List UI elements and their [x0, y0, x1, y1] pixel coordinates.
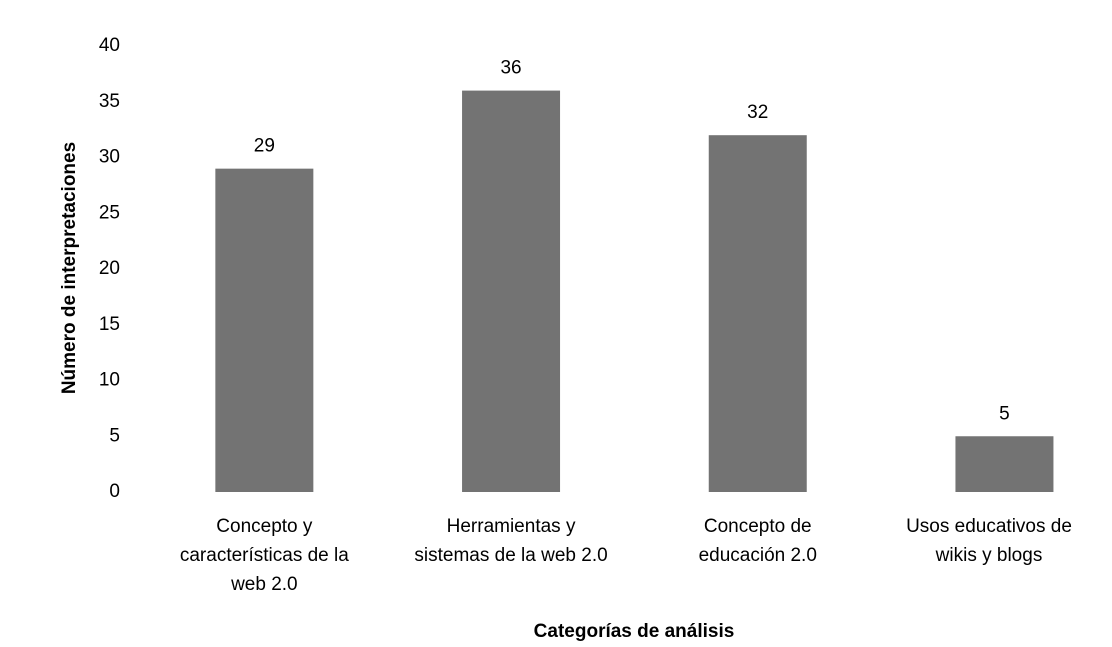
- y-tick-label: 10: [99, 370, 120, 391]
- x-tick-label: Concepto de educación 2.0: [698, 516, 817, 566]
- y-tick-label: 30: [99, 147, 120, 168]
- y-tick-label: 35: [99, 91, 120, 112]
- bar: [708, 135, 807, 492]
- bar: [462, 90, 561, 492]
- y-tick-label: 20: [99, 258, 120, 279]
- bar: [955, 436, 1054, 492]
- value-label: 36: [500, 58, 521, 79]
- y-tick-label: 15: [99, 314, 120, 335]
- value-label: 5: [999, 403, 1010, 424]
- bar: [215, 168, 314, 492]
- value-label: 29: [254, 136, 275, 157]
- x-tick-label: Usos educativos de wikis y blogs: [906, 516, 1072, 566]
- y-tick-label: 40: [99, 35, 120, 56]
- y-axis-label: Número de interpretaciones: [59, 142, 80, 394]
- x-tick-label: Concepto y características de la web 2.0: [179, 516, 349, 595]
- y-tick-label: 5: [109, 425, 120, 446]
- x-axis-label: Categorías de análisis: [534, 621, 735, 642]
- y-tick-label: 0: [109, 481, 120, 502]
- value-label: 32: [747, 102, 768, 123]
- x-tick-label: Herramientas y sistemas de la web 2.0: [414, 516, 608, 566]
- y-tick-label: 25: [99, 202, 120, 223]
